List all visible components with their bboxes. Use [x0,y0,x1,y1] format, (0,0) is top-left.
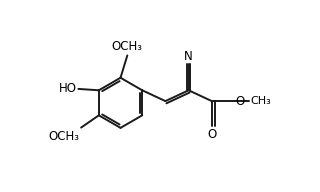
Text: CH₃: CH₃ [250,96,271,106]
Text: OCH₃: OCH₃ [49,130,80,143]
Text: HO: HO [59,82,77,95]
Text: O: O [207,128,217,141]
Text: O: O [236,95,245,108]
Text: N: N [184,50,193,63]
Text: OCH₃: OCH₃ [112,40,143,53]
